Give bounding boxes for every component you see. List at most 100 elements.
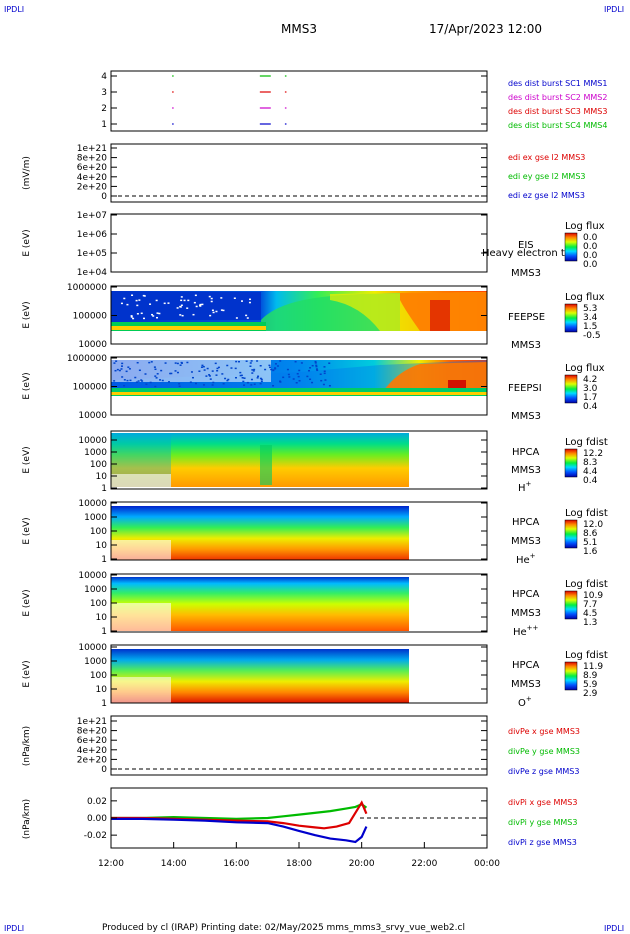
panel-frame: [110, 430, 488, 490]
ylabel: E (eV): [22, 372, 32, 399]
panel-hpca-h: 10000 1000 100 10 1 E (eV) HPCA MMS3 H+ Log …: [22, 430, 608, 494]
spacecraft-label: MMS3: [511, 679, 541, 690]
y-tick-label: 1000: [84, 448, 107, 458]
panel-des-burst: 4 3 2 1 des dist burst SC1 MMS1 des dist bur…: [101, 70, 607, 132]
legend-entry: des dist burst SC1 MMS1: [508, 79, 607, 88]
colorbar-tick-label: 0.0: [583, 251, 598, 261]
y-tick-label: 4: [101, 72, 107, 82]
colorbar-tick-label: 1.3: [583, 618, 597, 628]
spectrogram-hpca-h: [111, 433, 409, 487]
y-tick-label: 10: [96, 541, 108, 551]
series-line: [111, 803, 368, 821]
panel-feepsi: 1000000 100000 10000 E (eV) FEEPSI MMS3 Lo…: [22, 354, 605, 422]
y-tick-label: 1: [101, 484, 107, 494]
x-tick-label: 18:00: [286, 859, 312, 869]
ylabel: (nPa/km): [22, 726, 32, 766]
spacecraft-label: MMS3: [511, 340, 541, 351]
species-label: He+: [516, 552, 536, 566]
y-tick-label: 10: [96, 685, 108, 695]
y-tick-label: 1: [101, 627, 107, 637]
colorbar-title: Log flux: [565, 292, 605, 303]
colorbar-tick-label: -0.5: [583, 331, 601, 341]
colorbar-tick-label: 11.9: [583, 662, 603, 672]
colorbar-title: Log fdist: [565, 508, 608, 519]
spectrogram-feepse: [111, 291, 487, 343]
colorbar-tick-label: 5.1: [583, 538, 597, 548]
ylabel: E (eV): [22, 517, 32, 544]
spectrogram-feepsi: [111, 357, 487, 396]
colorbar: [564, 590, 578, 620]
y-tick-label: 10000: [78, 411, 107, 421]
colorbar-tick-label: 12.2: [583, 449, 603, 459]
ylabel: (mV/m): [22, 156, 32, 190]
y-tick-label: 100: [90, 671, 107, 681]
spectrogram-hpca-o: [111, 649, 409, 703]
y-tick-label: 10000: [78, 436, 107, 446]
colorbar-tick-label: 10.9: [583, 591, 603, 601]
corner-label-top-left: IPDLI: [4, 5, 24, 14]
panel-hpca-o: 10000 1000 100 10 1 E (eV) HPCA MMS3 O+ Log …: [22, 643, 608, 709]
y-tick-label: 0.00: [87, 814, 107, 824]
spacecraft-label: MMS3: [511, 268, 541, 279]
legend-entry: des dist burst SC3 MMS3: [508, 107, 607, 116]
colorbar: [564, 448, 578, 478]
legend-entry: edi ex gse l2 MMS3: [508, 153, 585, 162]
legend-entry: edi ey gse l2 MMS3: [508, 172, 586, 181]
x-axis: 12:00 14:00 16:00 18:00 20:00 22:00 00:00: [98, 842, 500, 869]
overlay-label: Heavy electron to: [482, 248, 571, 259]
legend-entry: des dist burst SC4 MMS4: [508, 121, 607, 130]
y-tick-label: 10000: [78, 499, 107, 509]
datetime-title: 17/Apr/2023 12:00: [429, 22, 542, 36]
y-tick-label: 10000: [78, 340, 107, 350]
y-tick-label: 1000: [84, 585, 107, 595]
spacecraft-label: MMS3: [511, 536, 541, 547]
x-tick-label: 20:00: [349, 859, 375, 869]
colorbar-tick-label: 2.9: [583, 689, 598, 699]
y-tick-label: 1e+21: [77, 717, 107, 727]
legend-entry: des dist burst SC2 MMS2: [508, 93, 607, 102]
y-tick-label: 1e+04: [77, 268, 108, 278]
y-tick-label: 1e+21: [77, 144, 107, 154]
panel-feepse: 1000000 100000 10000 E (eV) FEEPSE MMS3 Lo…: [22, 283, 605, 351]
x-tick-label: 12:00: [98, 859, 124, 869]
colorbar-tick-label: 8.6: [583, 529, 598, 539]
y-tick-label: 0.02: [87, 797, 107, 807]
y-tick-label: 2e+20: [77, 755, 108, 765]
y-tick-label: 1000: [84, 657, 107, 667]
series-line: [111, 817, 368, 844]
species-label: H+: [518, 480, 532, 494]
y-tick-label: 1: [101, 120, 107, 130]
y-tick-label: 6e+20: [77, 736, 108, 746]
footer-credit: Produced by cl (IRAP) Printing date: 02/…: [102, 923, 465, 933]
legend-entry: divPe x gse MMS3: [508, 727, 580, 736]
instrument-label: HPCA: [512, 447, 540, 458]
ylabel: E (eV): [22, 446, 32, 473]
instrument-label: HPCA: [512, 517, 540, 528]
legend-entry: divPi x gse MMS3: [508, 798, 577, 807]
colorbar-tick-label: 3.0: [583, 384, 598, 394]
colorbar-tick-label: 7.7: [583, 600, 597, 610]
y-tick-label: 2: [101, 104, 107, 114]
panel-frame: [110, 143, 488, 203]
colorbar-title: Log fdist: [565, 437, 608, 448]
y-tick-label: 1000: [84, 513, 107, 523]
colorbar-tick-label: 0.4: [583, 476, 598, 486]
colorbar-tick-label: 4.4: [583, 467, 598, 477]
colorbar-tick-label: 12.0: [583, 520, 603, 530]
ylabel: E (eV): [22, 589, 32, 616]
y-tick-label: 10000: [78, 571, 107, 581]
y-tick-label: 1: [101, 699, 107, 709]
colorbar-tick-label: 8.9: [583, 671, 598, 681]
colorbar-tick-label: 1.7: [583, 393, 597, 403]
y-tick-label: 10: [96, 613, 108, 623]
y-tick-label: 1: [101, 555, 107, 565]
instrument-label: FEEPSI: [508, 383, 542, 394]
y-tick-label: 1e+05: [77, 249, 107, 259]
legend-entry: divPi z gse MMS3: [508, 838, 577, 847]
panel-hpca-hepp: 10000 1000 100 10 1 E (eV) HPCA MMS3 He++ Lo…: [22, 571, 608, 638]
y-tick-label: 100: [90, 460, 107, 470]
instrument-label: HPCA: [512, 660, 540, 671]
y-tick-label: 100: [90, 527, 107, 537]
spacecraft-label: MMS3: [511, 608, 541, 619]
